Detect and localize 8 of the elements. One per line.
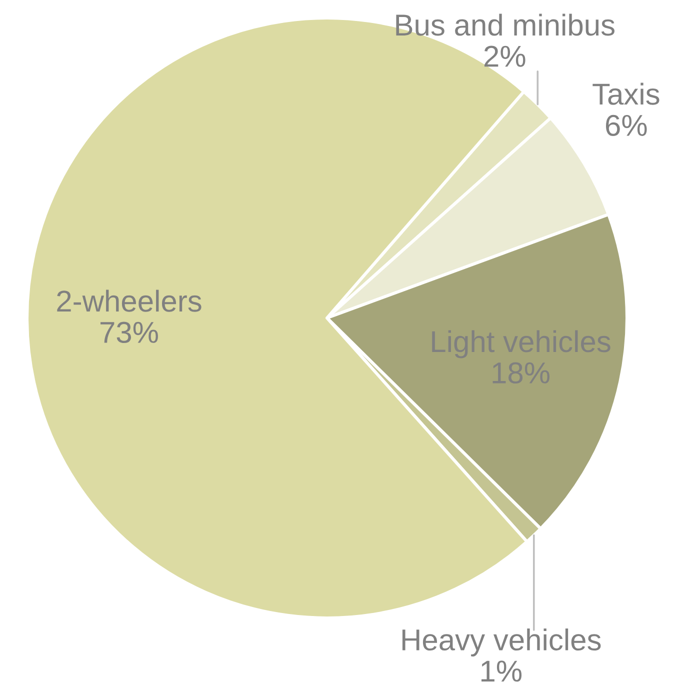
data-label: 1% [481,660,522,682]
slice-label: 2-wheelers [57,290,202,312]
slice-label: Taxis [592,82,660,105]
data-label: 73% [100,322,158,344]
slice-label: Bus and minibus [396,14,614,36]
data-label: 2% [484,46,526,67]
slice-label: Heavy vehicles [402,628,601,656]
data-label: 6% [606,114,647,136]
